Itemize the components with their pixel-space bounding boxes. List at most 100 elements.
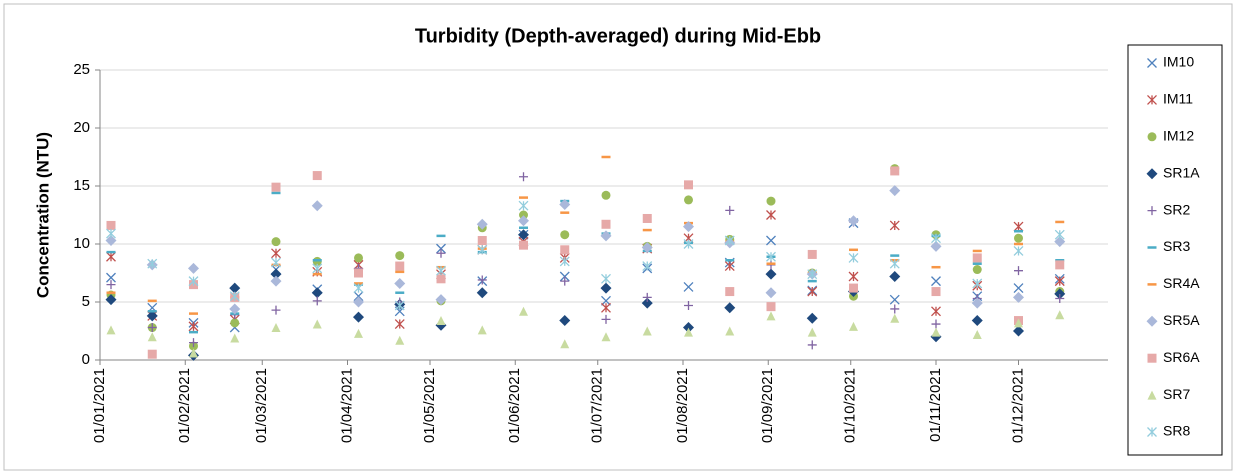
marker bbox=[766, 196, 776, 206]
marker bbox=[518, 215, 529, 227]
legend-label: SR4A bbox=[1163, 275, 1200, 291]
marker bbox=[477, 236, 487, 246]
marker bbox=[519, 172, 528, 182]
x-tick-label: 01/11/2021 bbox=[927, 368, 944, 442]
marker bbox=[807, 327, 817, 337]
marker bbox=[766, 302, 776, 312]
x-tick-label: 01/12/2021 bbox=[1009, 368, 1026, 443]
legend-marker bbox=[1147, 132, 1157, 142]
marker bbox=[354, 253, 363, 263]
marker bbox=[106, 272, 116, 283]
marker bbox=[436, 243, 446, 254]
marker bbox=[559, 315, 571, 327]
marker bbox=[642, 326, 652, 336]
marker bbox=[229, 291, 240, 302]
marker bbox=[560, 276, 570, 286]
marker bbox=[642, 261, 653, 271]
legend-label: IM10 bbox=[1163, 54, 1194, 70]
marker bbox=[642, 213, 652, 223]
marker bbox=[684, 180, 693, 190]
y-tick-label: 10 bbox=[73, 235, 90, 252]
marker bbox=[848, 252, 859, 263]
marker bbox=[641, 297, 653, 309]
marker bbox=[354, 268, 363, 278]
legend-label: SR2 bbox=[1163, 201, 1190, 217]
marker bbox=[353, 291, 364, 302]
marker bbox=[848, 215, 859, 227]
marker bbox=[271, 237, 281, 247]
marker bbox=[889, 220, 900, 231]
marker bbox=[477, 275, 487, 285]
marker bbox=[641, 241, 653, 253]
marker bbox=[189, 348, 198, 358]
marker bbox=[477, 244, 488, 255]
marker bbox=[353, 296, 364, 308]
marker bbox=[972, 278, 983, 289]
marker bbox=[147, 332, 157, 342]
marker bbox=[436, 265, 446, 276]
marker bbox=[394, 319, 405, 329]
marker bbox=[1055, 260, 1065, 270]
marker bbox=[1055, 310, 1065, 320]
legend-label: SR5A bbox=[1163, 312, 1200, 328]
marker bbox=[188, 276, 199, 287]
x-tick-label: 01/06/2021 bbox=[506, 368, 523, 443]
marker bbox=[105, 235, 117, 247]
marker bbox=[1013, 291, 1024, 303]
y-tick-label: 25 bbox=[73, 61, 90, 78]
marker bbox=[229, 282, 241, 294]
marker bbox=[930, 240, 942, 252]
marker bbox=[311, 200, 323, 212]
legend-marker bbox=[1147, 427, 1157, 437]
marker bbox=[271, 248, 281, 259]
x-tick-label: 01/10/2021 bbox=[842, 368, 859, 443]
marker bbox=[601, 273, 611, 284]
legend-marker bbox=[1147, 58, 1157, 68]
marker bbox=[601, 295, 611, 306]
legend-label: SR6A bbox=[1163, 349, 1200, 365]
marker bbox=[683, 322, 694, 334]
marker bbox=[766, 235, 776, 246]
marker bbox=[106, 325, 116, 335]
marker bbox=[188, 262, 199, 274]
legend-label: SR7 bbox=[1163, 386, 1190, 402]
marker bbox=[270, 275, 282, 287]
x-tick-label: 01/09/2021 bbox=[759, 368, 776, 443]
marker bbox=[106, 280, 116, 290]
marker bbox=[395, 261, 405, 271]
legend-marker bbox=[1147, 206, 1157, 216]
marker bbox=[1054, 288, 1066, 300]
y-tick-label: 20 bbox=[73, 119, 90, 136]
marker bbox=[972, 253, 982, 263]
marker bbox=[436, 316, 446, 326]
marker bbox=[353, 283, 364, 294]
marker bbox=[106, 251, 116, 262]
marker bbox=[931, 287, 941, 297]
marker bbox=[889, 185, 901, 197]
marker bbox=[105, 294, 117, 306]
marker bbox=[189, 338, 198, 348]
legend-label: IM12 bbox=[1163, 128, 1194, 144]
chart-title: Turbidity (Depth-averaged) during Mid-Eb… bbox=[415, 25, 821, 47]
marker bbox=[270, 268, 282, 280]
marker bbox=[889, 294, 900, 305]
marker bbox=[684, 195, 693, 205]
marker bbox=[395, 335, 405, 345]
marker bbox=[271, 182, 281, 192]
x-tick-label: 01/02/2021 bbox=[176, 368, 193, 443]
legend-box bbox=[1127, 44, 1223, 456]
marker bbox=[724, 261, 735, 271]
x-tick-label: 01/07/2021 bbox=[589, 368, 606, 443]
chart-frame bbox=[3, 3, 1233, 471]
marker bbox=[519, 210, 528, 220]
marker bbox=[476, 218, 488, 230]
marker bbox=[435, 294, 447, 306]
marker bbox=[724, 302, 736, 314]
marker bbox=[559, 256, 570, 267]
marker bbox=[601, 302, 611, 313]
marker bbox=[1014, 266, 1023, 276]
marker bbox=[766, 210, 776, 220]
marker bbox=[229, 303, 241, 315]
marker bbox=[476, 287, 488, 299]
